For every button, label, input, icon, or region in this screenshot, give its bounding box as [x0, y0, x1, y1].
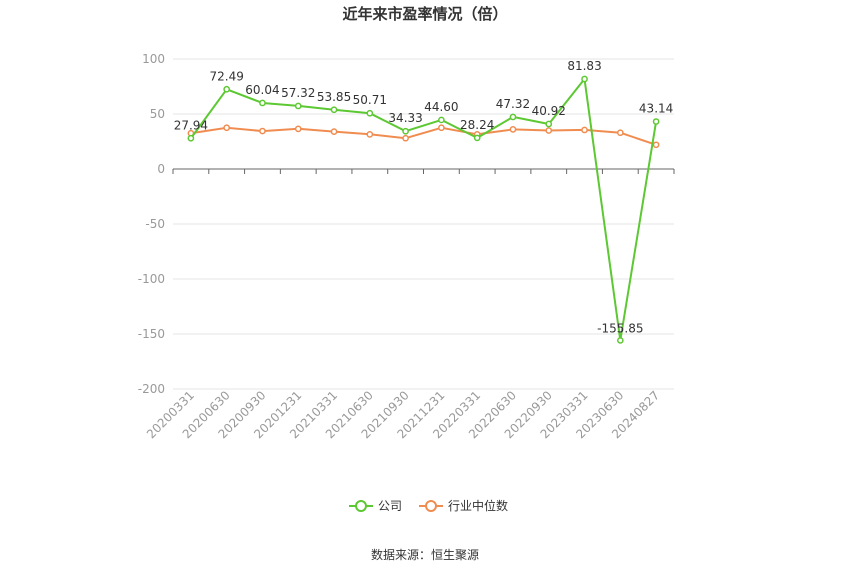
data-label: 53.85 [317, 90, 351, 104]
legend-swatch-marker [355, 500, 367, 512]
data-point [581, 75, 588, 83]
grid [173, 58, 674, 390]
data-label: 40.92 [532, 104, 566, 118]
data-label: 60.04 [245, 83, 279, 97]
data-point [187, 134, 195, 142]
data-point [259, 127, 266, 135]
source-note: 数据来源：恒生聚源 [371, 547, 479, 562]
data-point [402, 134, 409, 142]
data-point [294, 102, 302, 110]
data-label: 28.24 [460, 118, 494, 132]
data-point [402, 127, 409, 135]
y-tick-label: 100 [142, 52, 165, 66]
legend: 公司 行业中位数 [349, 498, 508, 513]
series-line-1 [190, 126, 657, 146]
data-label: 43.14 [639, 102, 673, 116]
y-tick-label: -150 [138, 327, 165, 341]
y-tick-label: -50 [145, 217, 165, 231]
legend-label: 行业中位数 [448, 498, 508, 513]
legend-swatch-marker [425, 500, 437, 512]
data-point [509, 113, 517, 121]
data-point [223, 124, 231, 132]
data-point [545, 127, 553, 134]
legend-item-1[interactable]: 行业中位数 [419, 498, 508, 513]
data-label: 72.49 [209, 69, 243, 83]
data-point [330, 128, 338, 135]
data-point [581, 126, 588, 134]
data-point [473, 134, 481, 142]
data-label: 27.94 [174, 118, 208, 132]
data-label: 50.71 [353, 93, 387, 107]
data-label: -155.85 [597, 321, 643, 335]
data-point [259, 99, 266, 107]
data-label: 57.32 [281, 86, 315, 100]
data-point [294, 125, 302, 133]
data-point [366, 109, 374, 117]
data-point [616, 129, 624, 137]
data-point [223, 85, 231, 93]
data-point [545, 120, 553, 128]
data-point [438, 116, 445, 124]
data-point [366, 131, 374, 138]
data-label: 44.60 [424, 100, 458, 114]
chart-title: 近年来市盈率情况（倍） [342, 5, 507, 23]
data-point [652, 141, 660, 149]
series-line-0 [190, 78, 658, 342]
legend-label: 公司 [378, 499, 402, 513]
y-tick-label: 50 [150, 107, 165, 121]
data-point [616, 337, 624, 344]
y-tick-label: -100 [138, 272, 165, 286]
series [187, 75, 660, 344]
data-point [652, 118, 660, 125]
data-point [509, 126, 517, 133]
data-point [330, 106, 338, 114]
data-label: 47.32 [496, 97, 530, 111]
y-tick-label: 0 [157, 162, 165, 176]
data-point [438, 124, 445, 132]
legend-item-0[interactable]: 公司 [349, 499, 402, 513]
y-tick-label: -200 [138, 382, 165, 396]
data-label: 34.33 [388, 111, 422, 125]
data-label: 81.83 [567, 59, 601, 73]
